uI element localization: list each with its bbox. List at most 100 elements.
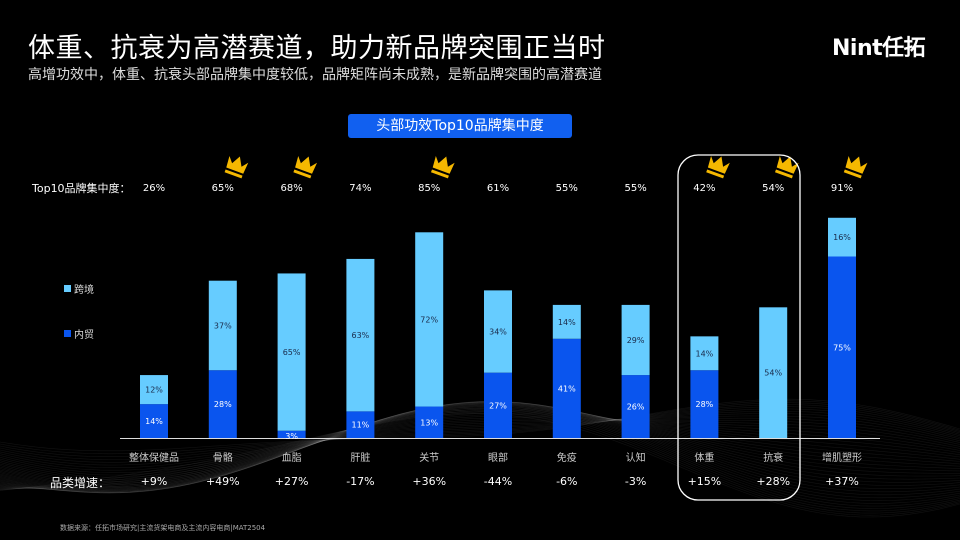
category-label: 增肌塑形 <box>822 451 862 464</box>
data-label: 12% <box>145 386 163 395</box>
data-label: 16% <box>833 233 851 242</box>
top10-value: 65% <box>212 183 234 194</box>
category-label: 骨骼 <box>213 451 233 464</box>
data-label: 41% <box>558 384 576 393</box>
growth-value: -44% <box>484 475 512 488</box>
legend-label: 内贸 <box>74 330 94 341</box>
top10-row-label: Top10品牌集中度： <box>32 182 131 195</box>
bar-segment-domestic <box>552 338 581 438</box>
wave-line <box>0 403 960 502</box>
page-subtitle: 高增功效中，体重、抗衰头部品牌集中度较低，品牌矩阵尚未成熟，是新品牌突围的高潜赛… <box>28 67 602 83</box>
top10-value: 74% <box>349 183 371 194</box>
data-label: 3% <box>285 432 298 441</box>
category-label: 眼部 <box>488 451 508 464</box>
top10-value: 91% <box>831 183 853 194</box>
growth-value: +36% <box>412 475 446 488</box>
crown-icon <box>224 155 249 179</box>
category-label: 免疫 <box>557 451 577 464</box>
growth-value: +37% <box>825 475 859 488</box>
legend-item-domestic: 内贸 <box>64 326 94 341</box>
wave-line <box>0 402 960 499</box>
top10-value: 26% <box>143 183 165 194</box>
data-label: 26% <box>627 403 645 412</box>
bar-segment-cross-border <box>346 258 375 412</box>
bar-segment-cross-border <box>690 336 719 371</box>
bar-segment-cross-border <box>484 290 512 373</box>
data-label: 37% <box>214 321 232 330</box>
bar-segment-cross-border <box>415 232 444 407</box>
category-label: 血脂 <box>282 451 302 464</box>
top10-value: 55% <box>556 183 578 194</box>
top10-value: 61% <box>487 183 509 194</box>
wave-line <box>0 401 960 496</box>
top10-value: 68% <box>280 183 302 194</box>
highlight-box <box>677 154 801 501</box>
wave-line <box>0 404 960 504</box>
bar-segment-domestic <box>690 370 719 438</box>
data-label: 14% <box>145 417 163 426</box>
data-label: 14% <box>696 349 714 358</box>
top10-value: 55% <box>624 183 646 194</box>
bar-segment-cross-border <box>621 304 650 376</box>
page-title: 体重、抗衰为高潜赛道，助力新品牌突围正当时 <box>28 33 606 64</box>
growth-value: -17% <box>346 475 374 488</box>
category-label: 整体保健品 <box>129 451 179 464</box>
wave-line <box>0 411 960 516</box>
bar-segment-cross-border <box>208 280 237 371</box>
data-label: 34% <box>489 328 507 337</box>
top10-value: 54% <box>762 183 784 194</box>
nint-logo: Nint任拓 <box>832 36 926 61</box>
wave-line <box>0 405 960 507</box>
bar-segment-domestic <box>208 370 237 438</box>
data-label: 63% <box>352 331 370 340</box>
data-source: 数据来源：任拓市场研究|主流货架电商及主流内容电商|MAT2504 <box>60 524 266 532</box>
data-label: 11% <box>352 421 370 430</box>
bar-segment-cross-border <box>759 307 788 438</box>
bar-segment-cross-border <box>277 273 306 431</box>
data-label: 75% <box>833 343 851 352</box>
bar-segment-cross-border <box>140 375 168 405</box>
data-label: 13% <box>420 418 438 427</box>
bar-segment-domestic <box>621 375 650 438</box>
growth-value: +27% <box>275 475 309 488</box>
bar-segment-domestic <box>415 406 444 438</box>
growth-value: +49% <box>206 475 240 488</box>
growth-row-label: 品类增速： <box>50 476 111 490</box>
bar-segment-domestic <box>828 256 856 438</box>
growth-value: +28% <box>756 475 790 488</box>
category-label: 关节 <box>419 451 439 464</box>
legend-swatch <box>64 330 71 337</box>
growth-value: -6% <box>556 475 577 488</box>
wave-line <box>0 407 960 512</box>
legend-label: 跨境 <box>74 285 94 296</box>
crown-icon <box>706 155 730 179</box>
bar-segment-cross-border <box>828 217 856 257</box>
crown-icon <box>843 155 868 179</box>
top10-value: 85% <box>418 183 440 194</box>
category-label: 认知 <box>626 451 646 464</box>
legend-item-cross-border: 跨境 <box>64 281 94 296</box>
data-label: 14% <box>558 318 576 327</box>
data-label: 27% <box>489 401 507 410</box>
growth-value: -3% <box>625 475 646 488</box>
crown-icon <box>430 155 455 179</box>
category-label: 肝脏 <box>350 451 370 464</box>
crown-icon <box>293 155 318 179</box>
data-label: 72% <box>420 315 438 324</box>
bar-segment-domestic <box>277 430 306 438</box>
chart-title: 头部功效Top10品牌集中度 <box>348 114 572 138</box>
crown-icon <box>774 155 799 179</box>
wave-line <box>0 413 960 518</box>
bar-segment-domestic <box>346 411 375 438</box>
bar-segment-cross-border <box>552 304 581 339</box>
data-label: 29% <box>627 336 645 345</box>
bar-segment-domestic <box>484 372 512 438</box>
category-label: 抗衰 <box>763 451 783 464</box>
top10-value: 42% <box>693 183 715 194</box>
data-label: 28% <box>214 400 232 409</box>
wave-line <box>0 409 960 514</box>
category-label: 体重 <box>694 451 714 464</box>
data-label: 54% <box>764 369 782 378</box>
bar-segment-domestic <box>140 404 168 438</box>
